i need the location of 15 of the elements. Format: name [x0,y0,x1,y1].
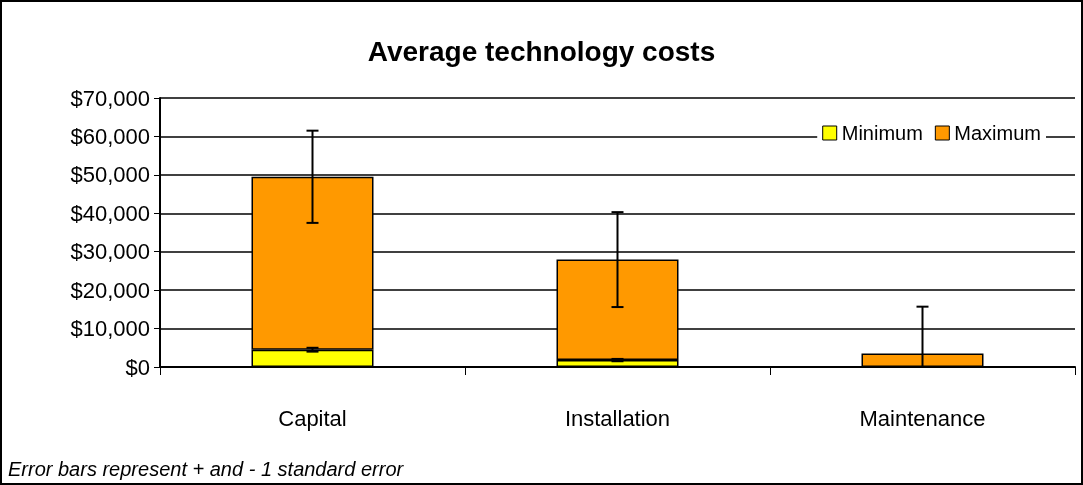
x-tick-label: Capital [278,405,347,431]
y-tick-label: $60,000 [70,123,150,149]
y-tick-label: $20,000 [70,277,150,303]
y-tick-label: $40,000 [70,200,150,226]
y-tick-label: $10,000 [70,316,150,342]
y-tick-label: $50,000 [70,162,150,188]
chart-title: Average technology costs [367,35,716,67]
x-tick-label: Installation [564,405,671,431]
legend-label: Minimum [841,122,923,144]
text: Error bars represent + and - 1 standard error [8,458,405,480]
y-tick-label: $0 [125,354,150,380]
y-tick-label: $70,000 [70,85,150,111]
y-tick-label: $30,000 [70,239,150,265]
x-tick-label: Maintenance [859,405,986,431]
legend-label: Maximum [954,122,1041,144]
